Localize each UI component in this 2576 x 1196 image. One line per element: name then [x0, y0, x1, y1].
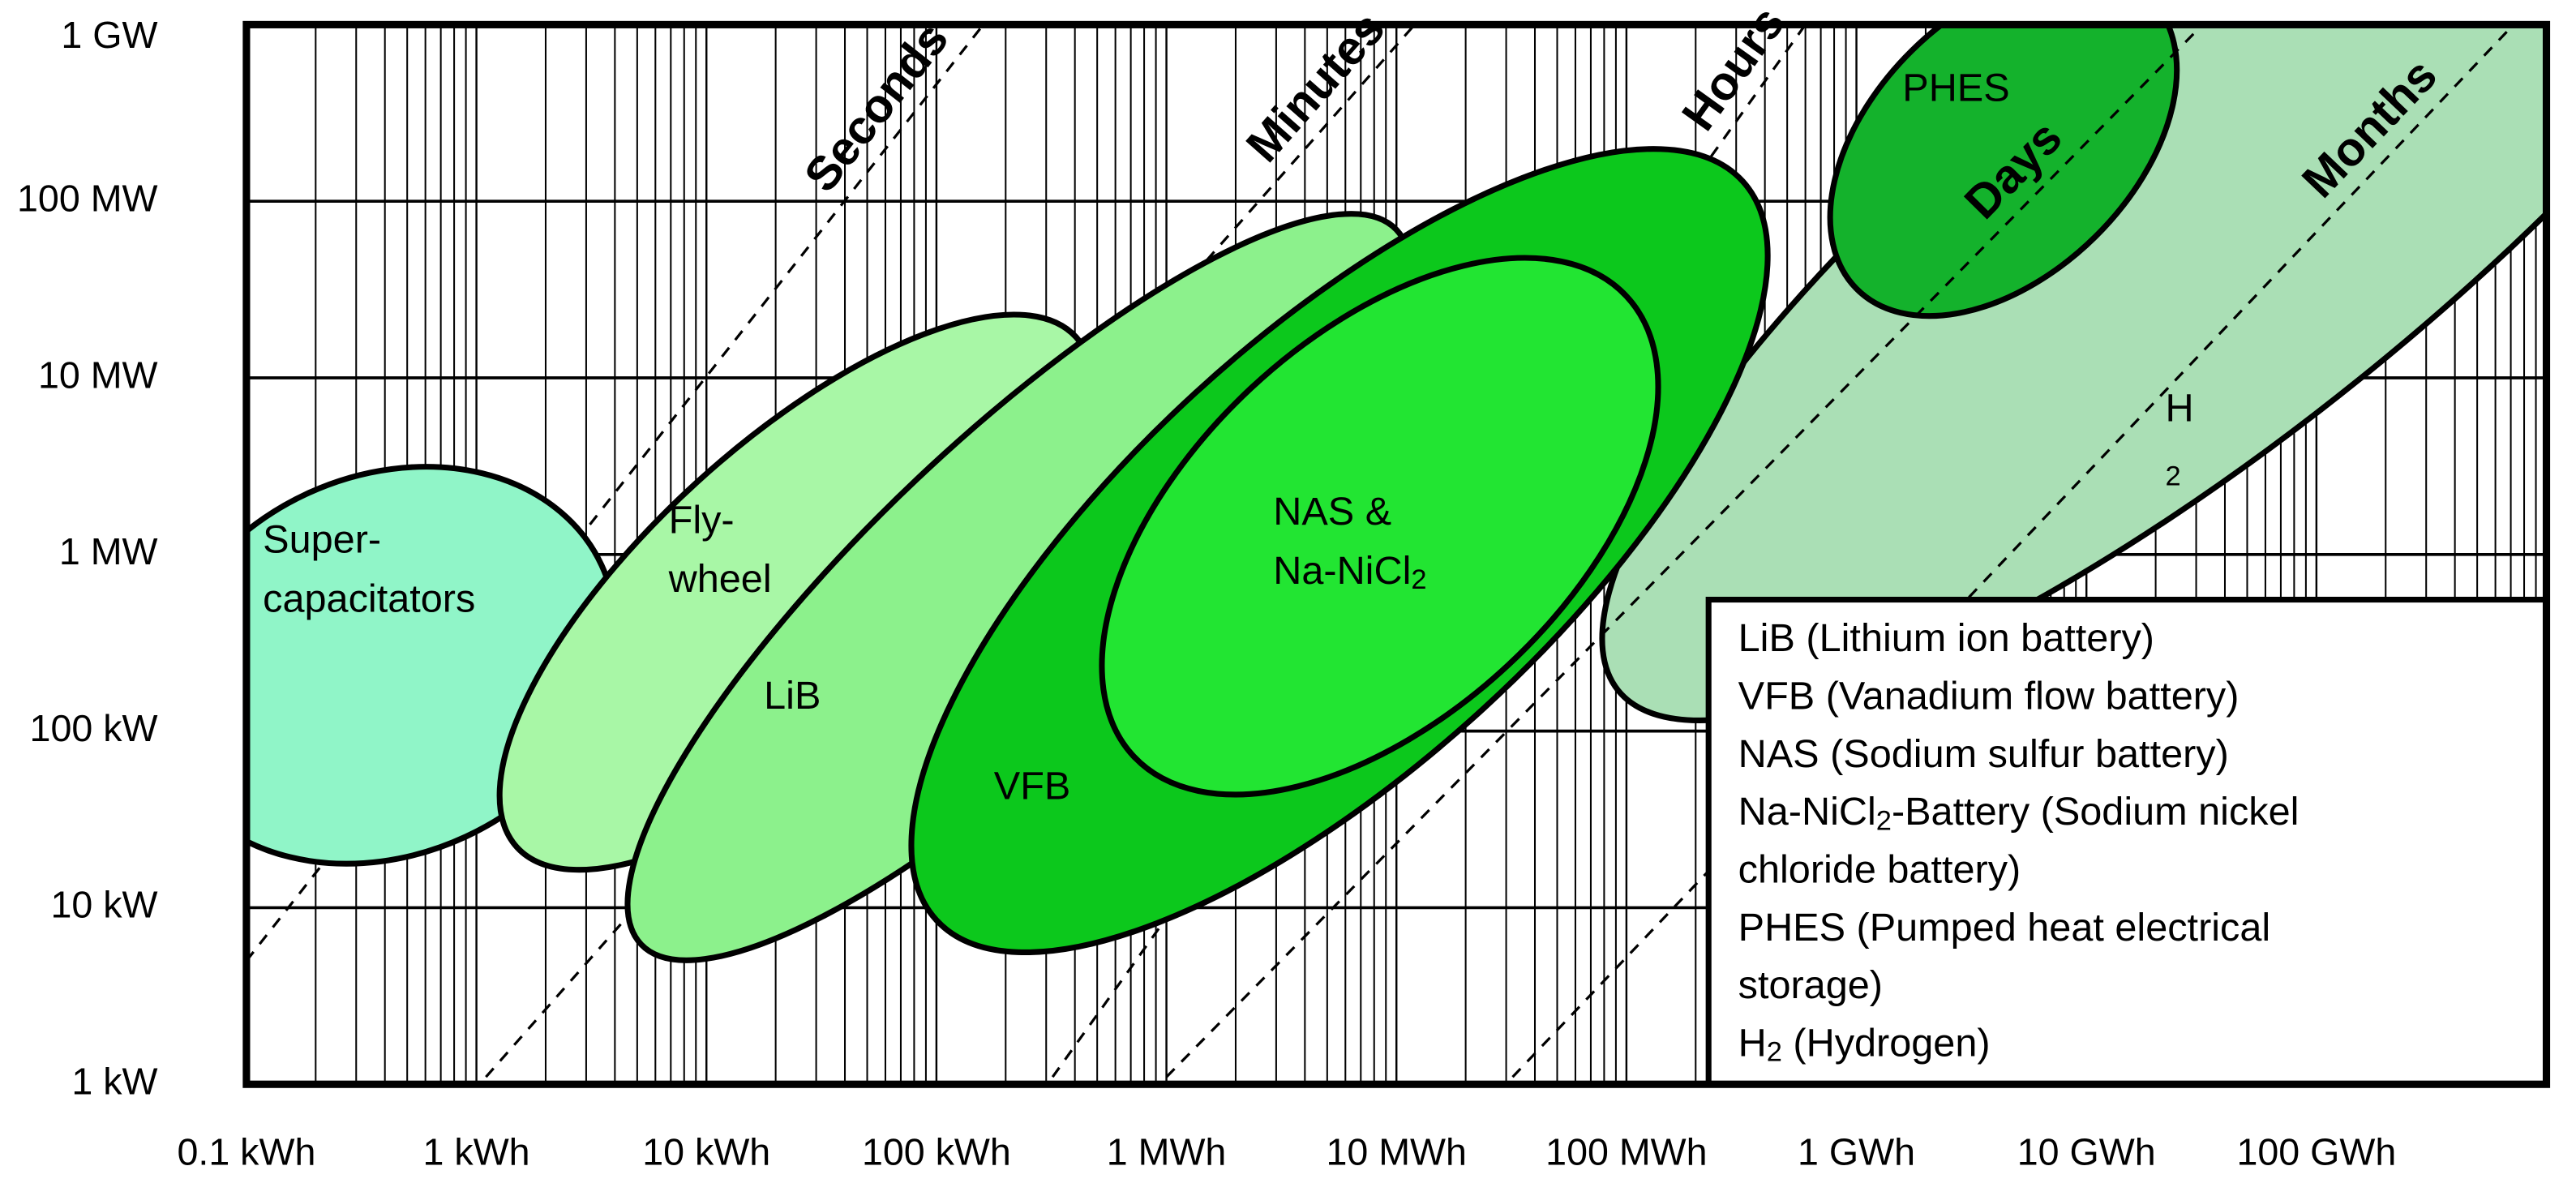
y-tick-label: 1 GW	[61, 14, 157, 56]
text-segment: wheel	[668, 557, 772, 601]
text-segment: capacitators	[263, 577, 475, 620]
text-segment: (Hydrogen)	[1782, 1021, 1991, 1065]
x-tick-label: 10 MWh	[1326, 1131, 1466, 1173]
x-tick-label: 1 GWh	[1798, 1131, 1915, 1173]
region-label: Na-NiCl2	[1273, 549, 1426, 595]
plot-area	[246, 24, 2547, 1078]
region-label: LiB	[764, 674, 821, 718]
text-segment: H	[1738, 1021, 1767, 1065]
y-tick-label: 10 MW	[38, 354, 158, 396]
region-label: VFB	[994, 764, 1071, 808]
legend-line: NAS (Sodium sulfur battery)	[1738, 732, 2229, 776]
legend-line: PHES (Pumped heat electrical	[1738, 906, 2271, 950]
text-segment: PHES	[1902, 66, 2009, 109]
x-tick-label: 100 GWh	[2236, 1131, 2396, 1173]
text-segment: Super-	[263, 517, 381, 561]
region-label: capacitators	[263, 577, 475, 620]
text-segment: VFB	[994, 764, 1071, 808]
text-segment: PHES (Pumped heat electrical	[1738, 906, 2271, 950]
text-segment: Fly-	[669, 498, 735, 542]
text-segment: Na-NiCl	[1738, 790, 1876, 834]
region-label: PHES	[1902, 66, 2009, 109]
region	[1099, 255, 1661, 798]
text-segment: storage)	[1738, 963, 1883, 1007]
text-segment: LiB (Lithium ion battery)	[1738, 616, 2154, 660]
text-segment: H	[2165, 386, 2193, 430]
y-tick-label: 10 kW	[50, 884, 157, 926]
y-tick-label: 100 MW	[17, 178, 157, 220]
region-label: 2	[2165, 461, 2180, 492]
plot-frame	[242, 20, 2551, 1088]
region-label: wheel	[668, 557, 772, 601]
region-label: Super-	[263, 517, 381, 561]
legend-box	[1705, 596, 2550, 1087]
x-tick-label: 100 kWh	[862, 1131, 1011, 1173]
x-tick-label: 1 MWh	[1107, 1131, 1227, 1173]
y-tick-label: 1 MW	[59, 530, 158, 572]
legend-line: storage)	[1738, 963, 1883, 1007]
subscript: 2	[2165, 461, 2180, 492]
text-segment: VFB (Vanadium flow battery)	[1738, 674, 2240, 718]
text-segment: NAS &	[1273, 490, 1391, 534]
legend-line: H2 (Hydrogen)	[1738, 1021, 1991, 1067]
legend-line: Na-NiCl2-Battery (Sodium nickel	[1738, 790, 2300, 836]
duration-line	[1165, 24, 2204, 1078]
text-segment: LiB	[764, 674, 821, 718]
text-segment: -Battery (Sodium nickel	[1892, 790, 2299, 834]
legend-line: LiB (Lithium ion battery)	[1738, 616, 2154, 660]
region-label: NAS &	[1273, 490, 1391, 534]
text-segment: Na-NiCl	[1273, 549, 1411, 593]
x-tick-label: 0.1 kWh	[177, 1131, 315, 1173]
duration-line	[1511, 24, 2515, 1078]
x-tick-label: 10 kWh	[642, 1131, 770, 1173]
subscript: 2	[1767, 1037, 1782, 1068]
legend-line: VFB (Vanadium flow battery)	[1738, 674, 2240, 718]
y-tick-label: 1 kW	[71, 1061, 157, 1103]
subscript: 2	[1876, 805, 1892, 836]
text-segment: NAS (Sodium sulfur battery)	[1738, 732, 2229, 776]
region-label: Fly-	[669, 498, 735, 542]
text-segment: chloride battery)	[1738, 847, 2021, 891]
x-tick-label: 1 kWh	[423, 1131, 530, 1173]
x-tick-label: 10 GWh	[2017, 1131, 2156, 1173]
subscript: 2	[1411, 564, 1426, 595]
region-label: H	[2165, 386, 2193, 430]
region	[1827, 24, 2180, 319]
x-tick-label: 100 MWh	[1545, 1131, 1707, 1173]
y-tick-label: 100 kW	[30, 707, 158, 749]
legend-line: chloride battery)	[1738, 847, 2021, 891]
